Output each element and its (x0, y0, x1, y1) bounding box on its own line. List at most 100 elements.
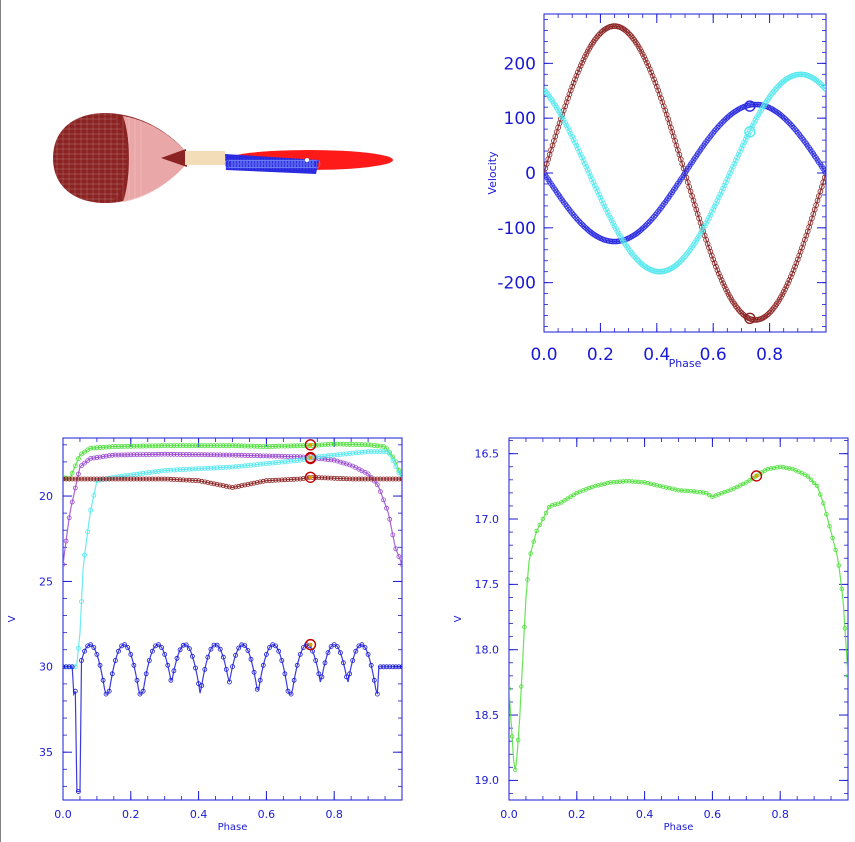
data-point (325, 475, 331, 481)
data-point (645, 63, 652, 69)
data-point (128, 443, 134, 449)
data-point (390, 458, 396, 463)
data-point (273, 460, 279, 466)
data-point (642, 223, 649, 229)
data-point (146, 658, 152, 663)
data-point (260, 478, 266, 484)
y-tick-label: -100 (497, 219, 536, 239)
data-point (356, 450, 362, 456)
data-point (592, 182, 598, 189)
data-point (568, 131, 574, 137)
data-point (775, 83, 781, 90)
data-point (140, 476, 146, 482)
data-point (785, 280, 791, 287)
data-point (537, 522, 542, 528)
data-point (171, 668, 177, 674)
data-point (153, 443, 158, 449)
data-point (562, 498, 567, 503)
data-point (572, 76, 578, 83)
data-point (707, 248, 714, 255)
data-point (134, 476, 140, 482)
data-point (116, 476, 121, 482)
data-point (76, 456, 81, 462)
data-point (522, 624, 527, 630)
data-point (676, 259, 683, 266)
data-point (260, 444, 266, 449)
data-point (254, 462, 260, 467)
current-phase-marker (750, 470, 763, 482)
data-point (396, 554, 402, 560)
data-point (565, 496, 570, 501)
data-point (707, 133, 714, 140)
data-point (682, 253, 688, 260)
data-point (113, 452, 118, 458)
data-point (340, 460, 346, 466)
data-point (328, 441, 334, 447)
accretion-stream (185, 151, 225, 165)
data-point (156, 476, 161, 482)
data-point (122, 473, 127, 479)
data-point (226, 452, 232, 458)
data-point (710, 206, 717, 213)
data-point (381, 449, 386, 455)
data-point (109, 476, 115, 482)
x-tick-label: 0.4 (643, 345, 670, 365)
data-point (610, 220, 616, 227)
data-point (263, 651, 269, 657)
data-point (82, 460, 87, 466)
data-point (787, 274, 794, 280)
data-point (180, 443, 186, 449)
data-point (648, 69, 655, 76)
data-point (842, 626, 848, 631)
data-point (572, 139, 578, 146)
data-point (149, 476, 155, 482)
data-point (297, 651, 303, 657)
data-point (263, 453, 269, 459)
data-point (100, 677, 106, 683)
data-point (257, 677, 263, 683)
data-point (72, 688, 78, 694)
data-point (365, 471, 371, 477)
data-point (208, 443, 214, 449)
data-point (792, 126, 798, 133)
data-point (69, 499, 75, 505)
data-point (515, 737, 521, 743)
data-point (797, 133, 804, 140)
data-point (76, 471, 81, 477)
data-point (288, 477, 294, 482)
data-point (362, 442, 368, 448)
data-point (63, 476, 66, 482)
data-point (220, 465, 226, 470)
data-point (319, 475, 325, 481)
series-5 (63, 642, 402, 794)
data-point (279, 658, 285, 663)
data-point (91, 645, 97, 650)
data-point (347, 476, 353, 482)
data-point (267, 444, 272, 449)
y-axis-label: Velocity (486, 151, 499, 195)
x-axis-label: Phase (218, 822, 248, 833)
data-point (656, 91, 663, 98)
data-point (300, 645, 306, 650)
data-point (797, 248, 804, 255)
data-point (254, 453, 260, 459)
data-point (291, 443, 297, 449)
data-point (630, 251, 636, 258)
data-point (140, 452, 146, 457)
data-point (774, 465, 780, 470)
data-point (679, 488, 684, 493)
data-point (371, 449, 377, 455)
data-point (340, 441, 346, 447)
data-point (177, 452, 183, 457)
data-point (193, 443, 198, 449)
data-point (233, 464, 239, 470)
x-tick-label: 0.4 (190, 808, 208, 821)
data-point (512, 767, 518, 772)
data-point (233, 484, 239, 490)
data-point (171, 477, 177, 482)
current-phase-marker (304, 471, 317, 483)
data-point (171, 451, 177, 457)
data-point (270, 460, 276, 466)
data-point (676, 488, 681, 493)
